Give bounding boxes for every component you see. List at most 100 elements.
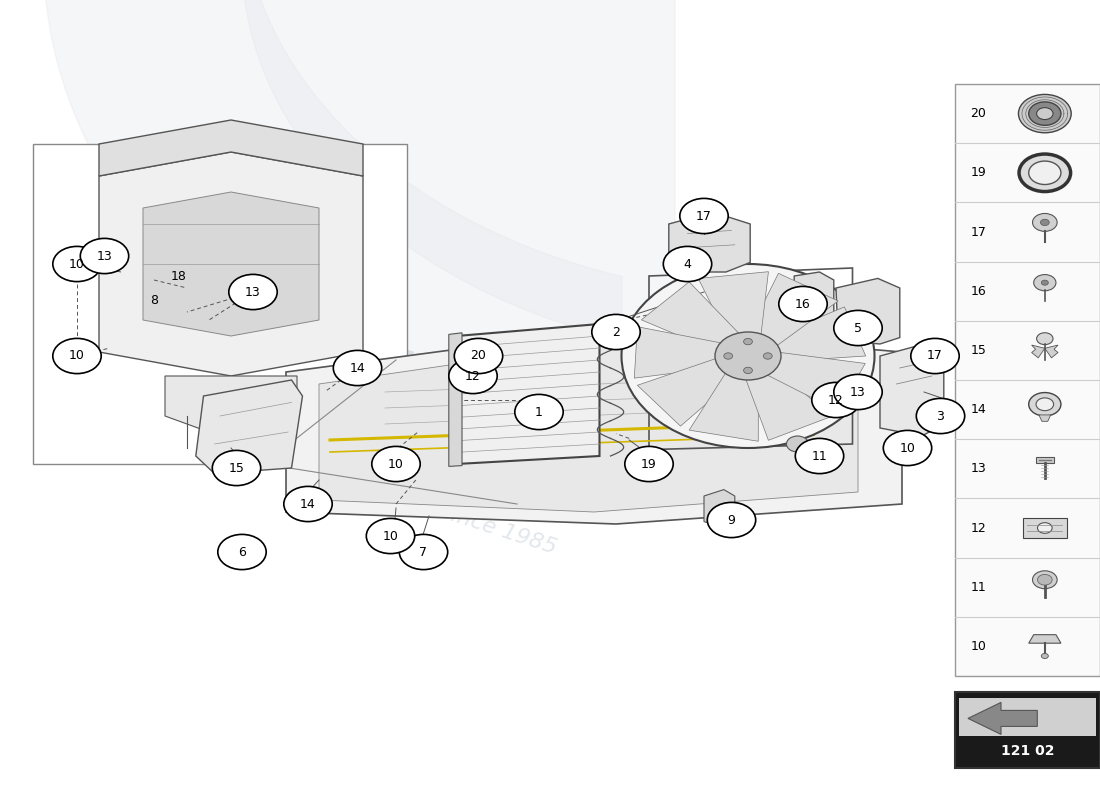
Circle shape: [724, 353, 733, 359]
Polygon shape: [747, 274, 838, 348]
Polygon shape: [1032, 345, 1045, 358]
Polygon shape: [880, 344, 944, 436]
Text: 17: 17: [970, 226, 986, 238]
Text: 2: 2: [612, 326, 620, 338]
Text: eurospares: eurospares: [248, 293, 544, 427]
Text: 20: 20: [970, 107, 986, 120]
Circle shape: [1037, 522, 1053, 534]
FancyBboxPatch shape: [955, 692, 1100, 768]
Circle shape: [911, 338, 959, 374]
Text: 14: 14: [970, 403, 986, 416]
Circle shape: [712, 506, 727, 518]
Polygon shape: [1028, 634, 1060, 643]
Text: 19: 19: [970, 166, 986, 179]
Text: 11: 11: [812, 450, 827, 462]
Circle shape: [1019, 94, 1071, 133]
Text: 10: 10: [900, 442, 915, 454]
Polygon shape: [968, 702, 1037, 734]
Polygon shape: [689, 370, 758, 442]
Circle shape: [883, 430, 932, 466]
Text: 7: 7: [419, 546, 428, 558]
Circle shape: [53, 246, 101, 282]
Circle shape: [1042, 654, 1048, 658]
Circle shape: [1028, 393, 1060, 416]
Polygon shape: [456, 324, 600, 464]
Text: 12: 12: [465, 370, 481, 382]
Circle shape: [1041, 219, 1049, 226]
Polygon shape: [763, 352, 866, 411]
Polygon shape: [1045, 345, 1058, 358]
Text: 10: 10: [383, 530, 398, 542]
Text: 18: 18: [170, 270, 186, 282]
Circle shape: [449, 358, 497, 394]
Polygon shape: [745, 366, 832, 440]
Circle shape: [1036, 333, 1053, 345]
Text: 8: 8: [150, 294, 158, 306]
Polygon shape: [319, 344, 858, 512]
Polygon shape: [669, 212, 750, 272]
Text: 13: 13: [97, 250, 112, 262]
Circle shape: [744, 338, 752, 345]
Circle shape: [592, 314, 640, 350]
Circle shape: [515, 394, 563, 430]
Text: 20: 20: [471, 350, 486, 362]
Polygon shape: [165, 376, 297, 432]
Polygon shape: [286, 328, 902, 524]
Text: 17: 17: [696, 210, 712, 222]
Circle shape: [229, 274, 277, 310]
FancyBboxPatch shape: [959, 698, 1096, 736]
Polygon shape: [1036, 457, 1054, 463]
Circle shape: [1028, 161, 1060, 185]
Polygon shape: [836, 278, 900, 344]
Polygon shape: [635, 326, 726, 378]
Text: 19: 19: [641, 458, 657, 470]
Circle shape: [218, 534, 266, 570]
Polygon shape: [764, 307, 866, 362]
Text: 13: 13: [245, 286, 261, 298]
Circle shape: [1036, 108, 1053, 119]
Circle shape: [1019, 154, 1070, 191]
Text: 14: 14: [300, 498, 316, 510]
Circle shape: [1042, 280, 1048, 286]
Text: 12: 12: [828, 394, 844, 406]
Circle shape: [212, 450, 261, 486]
Polygon shape: [143, 192, 319, 336]
Polygon shape: [99, 152, 363, 376]
Text: 10: 10: [388, 458, 404, 470]
Circle shape: [372, 446, 420, 482]
Text: 12: 12: [970, 522, 986, 534]
Text: 10: 10: [970, 640, 986, 653]
Circle shape: [834, 310, 882, 346]
Text: 16: 16: [795, 298, 811, 310]
Circle shape: [454, 338, 503, 374]
Circle shape: [621, 264, 874, 448]
Circle shape: [53, 338, 101, 374]
Polygon shape: [242, 0, 622, 341]
Polygon shape: [704, 490, 735, 526]
Circle shape: [663, 246, 712, 282]
Text: 11: 11: [970, 581, 986, 594]
Polygon shape: [637, 357, 739, 426]
Circle shape: [834, 374, 882, 410]
Circle shape: [680, 198, 728, 234]
Polygon shape: [99, 120, 363, 176]
Polygon shape: [698, 272, 769, 341]
Text: 15: 15: [229, 462, 244, 474]
Polygon shape: [44, 0, 675, 498]
Polygon shape: [449, 333, 462, 466]
FancyBboxPatch shape: [955, 84, 1100, 676]
Circle shape: [763, 353, 772, 359]
Circle shape: [1033, 214, 1057, 231]
Circle shape: [625, 446, 673, 482]
Circle shape: [1037, 574, 1053, 585]
Circle shape: [779, 286, 827, 322]
Polygon shape: [794, 272, 834, 326]
Circle shape: [366, 518, 415, 554]
Text: 10: 10: [69, 258, 85, 270]
Circle shape: [284, 486, 332, 522]
Circle shape: [333, 350, 382, 386]
Text: 16: 16: [970, 285, 986, 298]
Text: 3: 3: [936, 410, 945, 422]
Circle shape: [744, 367, 752, 374]
Circle shape: [1036, 398, 1054, 410]
